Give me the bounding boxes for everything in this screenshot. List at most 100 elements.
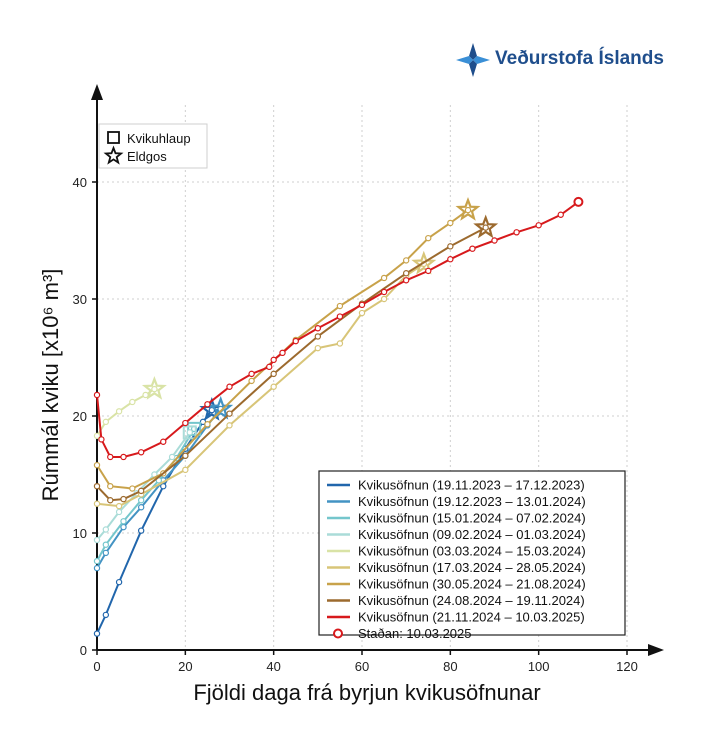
data-point [137, 497, 145, 504]
data-point [447, 243, 454, 250]
data-point [102, 526, 110, 533]
legend-label: Kvikusöfnun (21.11.2024 – 10.03.2025) [358, 610, 585, 625]
logo-star-icon [456, 43, 490, 77]
legend-label: Kvikusöfnun (19.12.2023 – 13.01.2024) [358, 494, 586, 509]
y-tick-label: 10 [73, 526, 87, 541]
data-point [115, 578, 123, 586]
end-star-marker [208, 395, 234, 420]
legend-label: Kvikusöfnun (30.05.2024 – 21.08.2024) [358, 577, 586, 592]
data-point [425, 267, 432, 275]
data-point [160, 438, 167, 445]
data-point [482, 224, 489, 231]
data-point [102, 541, 110, 548]
data-point [142, 391, 149, 399]
data-point [380, 295, 388, 303]
series-3 [93, 421, 202, 565]
series-line [96, 201, 579, 458]
data-point [182, 419, 189, 427]
y-tick-label: 40 [73, 175, 87, 190]
vedurstofa-logo: Veðurstofa Íslands [455, 40, 675, 80]
series-layer [93, 196, 584, 637]
data-point [270, 370, 277, 378]
data-point [266, 363, 273, 371]
end-square-marker [187, 421, 202, 436]
data-point [115, 508, 123, 516]
y-tick-label: 0 [80, 643, 87, 658]
data-point [98, 436, 105, 443]
legend-label: Kvikusöfnun (19.11.2023 – 17.12.2023) [358, 478, 585, 493]
legend-label: Kvikusöfnun (24.08.2024 – 19.11.2024) [358, 593, 585, 608]
series-6 [93, 250, 437, 510]
data-point [402, 257, 410, 264]
x-axis-label: Fjöldi daga frá byrjun kvikusöfnunar [193, 680, 540, 705]
symbol-legend-label: Kvikuhlaup [127, 131, 191, 146]
legend-item: Kvikusöfnun (17.03.2024 – 28.05.2024) [327, 560, 586, 575]
data-point [204, 401, 211, 408]
data-point [93, 557, 101, 565]
data-point [93, 564, 101, 572]
data-point [93, 630, 101, 637]
data-point [120, 453, 127, 461]
y-tick-label: 20 [73, 409, 87, 424]
data-point [447, 219, 454, 227]
end-star-marker [473, 214, 499, 239]
data-point [120, 495, 127, 503]
data-point [535, 222, 542, 229]
series-line [96, 263, 425, 508]
x-tick-label: 60 [355, 659, 369, 674]
data-point [137, 504, 145, 511]
grid [97, 105, 628, 650]
data-point [129, 398, 136, 406]
x-tick-label: 120 [616, 659, 638, 674]
y-axis-arrow [91, 84, 103, 100]
data-point [226, 422, 233, 429]
data-point [226, 383, 233, 390]
x-axis-arrow [648, 644, 664, 656]
data-point [151, 385, 158, 393]
data-point [137, 527, 145, 534]
data-point [402, 270, 410, 277]
legend-item: Kvikusöfnun (09.02.2024 – 01.03.2024) [327, 527, 586, 542]
legend-item: Kvikusöfnun (15.01.2024 – 07.02.2024) [327, 511, 586, 526]
data-point [102, 418, 110, 426]
legend-label: Kvikusöfnun (03.03.2024 – 15.03.2024) [358, 544, 586, 559]
data-point [93, 536, 101, 544]
data-point [120, 518, 127, 525]
series-legend: Kvikusöfnun (19.11.2023 – 17.12.2023)Kvi… [318, 470, 626, 641]
y-axis-label: Rúmmál kviku [x10⁶ m³] [38, 269, 63, 502]
legend-item: Kvikusöfnun (24.08.2024 – 19.11.2024) [327, 593, 585, 608]
data-point [102, 611, 110, 619]
legend-box [318, 470, 626, 636]
data-point [336, 340, 344, 347]
data-point [425, 234, 432, 242]
data-point [115, 502, 123, 510]
data-point [182, 452, 189, 459]
legend-item: Kvikusöfnun (21.11.2024 – 10.03.2025) [327, 610, 585, 625]
data-point [270, 383, 277, 390]
legend-item: Staðan: 10.03.2025 [333, 626, 472, 641]
data-point [513, 229, 520, 236]
data-point [380, 288, 388, 296]
data-point [402, 277, 410, 284]
data-point [168, 453, 176, 461]
x-tick-label: 20 [178, 659, 192, 674]
end-star-marker [411, 250, 437, 275]
x-tick-label: 80 [443, 659, 457, 674]
data-point [120, 523, 127, 531]
legend-label: Staðan: 10.03.2025 [358, 626, 472, 641]
data-point [93, 461, 101, 469]
data-point [358, 309, 366, 317]
legend-circle-swatch [333, 628, 343, 639]
data-point [248, 377, 255, 385]
data-point [314, 333, 322, 340]
legend-item: Kvikusöfnun (30.05.2024 – 21.08.2024) [327, 577, 586, 592]
legend-item: Kvikusöfnun (19.11.2023 – 17.12.2023) [327, 478, 585, 493]
data-point [314, 325, 322, 332]
data-point [107, 453, 114, 461]
legend-label: Kvikusöfnun (09.02.2024 – 01.03.2024) [358, 527, 586, 542]
series-5 [93, 375, 167, 440]
series-line [96, 408, 222, 569]
data-point [93, 432, 101, 440]
data-point [182, 466, 189, 474]
